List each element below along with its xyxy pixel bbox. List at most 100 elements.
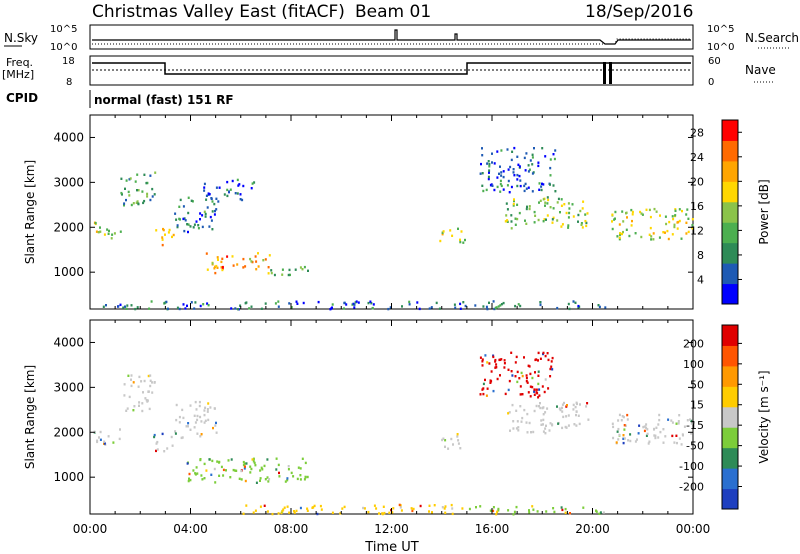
data-cell	[450, 503, 453, 507]
data-cell	[516, 173, 519, 177]
data-cell	[515, 409, 518, 412]
data-cell	[662, 441, 665, 444]
data-cell	[510, 185, 513, 189]
scatter-region	[441, 433, 462, 450]
y-axis-label: Slant Range [km]	[23, 365, 37, 469]
data-cell	[551, 423, 554, 426]
data-cell	[654, 436, 657, 440]
colorbar-segment	[722, 140, 738, 162]
data-cell	[301, 457, 304, 460]
data-cell	[457, 442, 460, 445]
data-cell	[482, 387, 485, 390]
data-cell	[690, 422, 693, 425]
data-cell	[487, 177, 490, 181]
data-cell	[479, 505, 482, 508]
freq-tick-low: 8	[66, 77, 72, 88]
data-cell	[670, 419, 673, 422]
data-cell	[614, 210, 617, 214]
data-cell	[493, 188, 496, 192]
data-cell	[373, 504, 376, 507]
data-cell	[262, 259, 265, 262]
data-cell	[155, 442, 158, 445]
data-cell	[449, 229, 452, 232]
data-cell	[565, 405, 568, 408]
data-cell	[542, 406, 545, 409]
data-cell	[532, 508, 535, 511]
data-cell	[174, 212, 177, 215]
data-cell	[343, 301, 346, 305]
data-cell	[657, 436, 660, 439]
data-cell	[268, 478, 271, 481]
colorbar-segment	[722, 345, 738, 367]
data-cell	[524, 169, 527, 172]
freq-trace	[92, 62, 691, 75]
data-cell	[538, 388, 541, 391]
data-cell	[621, 232, 623, 236]
data-cell	[544, 432, 547, 435]
data-cell	[244, 465, 246, 468]
data-cell	[613, 218, 616, 221]
data-cell	[293, 511, 296, 514]
data-cell	[549, 183, 551, 186]
data-cell	[125, 409, 128, 412]
data-cell	[567, 302, 570, 306]
data-cell	[627, 439, 630, 442]
data-cell	[521, 374, 524, 378]
data-cell	[216, 460, 219, 463]
data-cell	[119, 303, 122, 306]
data-cell	[459, 447, 462, 450]
nsky-label: N.Sky	[4, 31, 38, 45]
data-cell	[187, 425, 189, 428]
data-cell	[178, 415, 181, 419]
data-cell	[488, 362, 491, 365]
data-cell	[554, 149, 557, 152]
data-cell	[141, 402, 144, 405]
data-cell	[249, 465, 252, 468]
data-cell	[290, 471, 293, 475]
data-cell	[493, 307, 496, 311]
data-cell	[221, 267, 224, 270]
data-cell	[480, 162, 482, 166]
data-cell	[645, 423, 648, 426]
data-cell	[616, 430, 619, 433]
data-cell	[200, 474, 203, 477]
data-cell	[161, 243, 164, 247]
data-cell	[528, 168, 531, 171]
data-cell	[253, 461, 256, 465]
data-cell	[577, 414, 580, 417]
data-cell	[153, 433, 156, 437]
data-cell	[531, 172, 534, 175]
data-cell	[652, 238, 655, 241]
data-cell	[441, 231, 444, 234]
data-cell	[198, 400, 201, 404]
data-cell	[252, 457, 255, 460]
scatter-region	[153, 432, 174, 453]
data-cell	[295, 509, 298, 513]
data-cell	[148, 307, 151, 310]
data-cell	[673, 441, 676, 444]
data-cell	[289, 273, 291, 277]
colorbar-label: Velocity [m s⁻¹]	[757, 370, 771, 463]
data-cell	[266, 458, 269, 461]
data-cell	[462, 301, 465, 304]
data-cell	[430, 306, 433, 309]
data-cell	[153, 435, 156, 439]
data-cell	[286, 505, 289, 508]
data-cell	[678, 437, 681, 440]
data-cell	[136, 173, 139, 176]
data-cell	[542, 351, 545, 355]
data-cell	[653, 428, 655, 431]
data-cell	[552, 507, 555, 510]
data-cell	[249, 257, 252, 261]
data-cell	[136, 189, 138, 192]
data-cell	[541, 385, 544, 388]
data-cell	[643, 429, 646, 433]
x-tick-label: 04:00	[173, 522, 208, 536]
data-cell	[623, 424, 626, 427]
data-cell	[618, 223, 621, 226]
data-cell	[213, 267, 216, 270]
data-cell	[534, 214, 537, 217]
data-cell	[138, 401, 141, 404]
data-cell	[464, 238, 466, 242]
data-cell	[500, 358, 503, 361]
